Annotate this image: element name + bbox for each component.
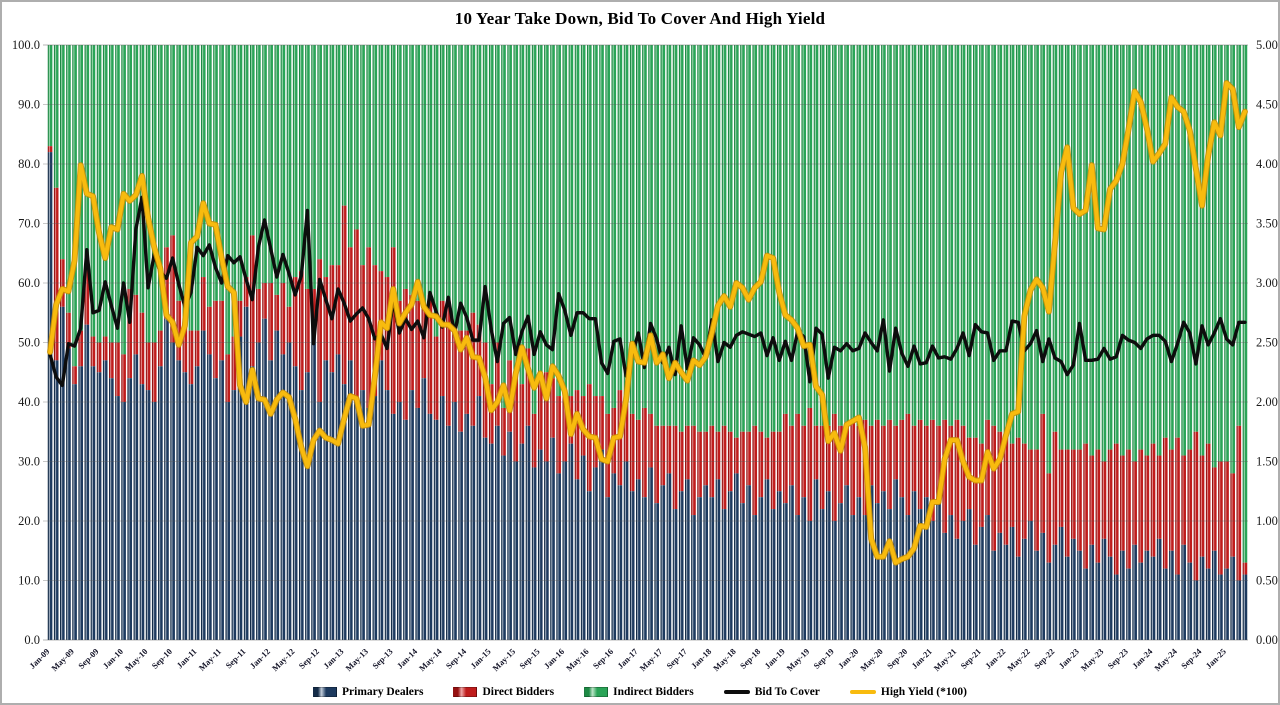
svg-text:5.00: 5.00 bbox=[1256, 38, 1278, 52]
legend-item-direct-bidders: Direct Bidders bbox=[453, 686, 554, 698]
svg-text:Jan-15: Jan-15 bbox=[468, 646, 492, 670]
svg-text:4.50: 4.50 bbox=[1256, 98, 1278, 112]
legend-item-primary-dealers: Primary Dealers bbox=[313, 686, 423, 698]
svg-text:May-23: May-23 bbox=[1079, 646, 1106, 673]
bid-to-cover-line-swatch-icon bbox=[723, 689, 750, 695]
svg-text:1.50: 1.50 bbox=[1256, 455, 1278, 469]
svg-text:Sep-24: Sep-24 bbox=[1179, 646, 1204, 671]
svg-text:2.50: 2.50 bbox=[1256, 336, 1278, 350]
svg-text:Sep-16: Sep-16 bbox=[591, 646, 615, 670]
svg-text:May-13: May-13 bbox=[343, 646, 370, 673]
svg-text:Jan-18: Jan-18 bbox=[689, 646, 713, 670]
svg-text:Jan-20: Jan-20 bbox=[836, 646, 860, 670]
svg-text:Jan-10: Jan-10 bbox=[101, 646, 125, 670]
svg-text:50.0: 50.0 bbox=[18, 336, 40, 350]
svg-text:Jan-25: Jan-25 bbox=[1204, 646, 1228, 670]
legend-label: High Yield (*100) bbox=[880, 686, 967, 698]
legend-item-indirect-bidders: Indirect Bidders bbox=[584, 686, 694, 698]
chart-legend: Primary Dealers Direct Bidders Indirect … bbox=[2, 686, 1278, 698]
legend-label: Direct Bidders bbox=[482, 686, 555, 698]
svg-text:Sep-22: Sep-22 bbox=[1032, 646, 1056, 670]
svg-text:20.0: 20.0 bbox=[18, 514, 40, 528]
svg-text:3.00: 3.00 bbox=[1256, 276, 1278, 290]
svg-text:Jan-19: Jan-19 bbox=[762, 646, 786, 670]
chart-title: 10 Year Take Down, Bid To Cover And High… bbox=[454, 9, 826, 28]
legend-item-high-yield: High Yield (*100) bbox=[849, 686, 967, 698]
svg-text:May-14: May-14 bbox=[417, 646, 444, 673]
svg-text:Jan-12: Jan-12 bbox=[248, 646, 272, 670]
svg-text:May-18: May-18 bbox=[711, 646, 738, 673]
svg-text:Jan-17: Jan-17 bbox=[615, 646, 640, 671]
svg-text:May-21: May-21 bbox=[932, 646, 959, 673]
svg-text:May-22: May-22 bbox=[1005, 646, 1032, 673]
svg-text:Sep-17: Sep-17 bbox=[664, 646, 689, 671]
svg-text:Sep-18: Sep-18 bbox=[738, 646, 762, 670]
svg-text:Sep-19: Sep-19 bbox=[811, 646, 835, 670]
svg-text:Sep-15: Sep-15 bbox=[517, 646, 541, 670]
svg-text:4.00: 4.00 bbox=[1256, 157, 1278, 171]
svg-text:80.0: 80.0 bbox=[18, 157, 40, 171]
svg-text:90.0: 90.0 bbox=[18, 98, 40, 112]
svg-text:40.0: 40.0 bbox=[18, 395, 40, 409]
svg-text:70.0: 70.0 bbox=[18, 217, 40, 231]
svg-text:Sep-12: Sep-12 bbox=[297, 646, 321, 670]
svg-text:May-20: May-20 bbox=[858, 646, 885, 673]
svg-text:Jan-14: Jan-14 bbox=[395, 646, 420, 671]
svg-text:3.50: 3.50 bbox=[1256, 217, 1278, 231]
svg-text:Jan-16: Jan-16 bbox=[542, 646, 566, 670]
legend-item-bid-to-cover: Bid To Cover bbox=[723, 686, 820, 698]
svg-text:May-16: May-16 bbox=[564, 646, 591, 673]
svg-text:Sep-13: Sep-13 bbox=[370, 646, 394, 670]
svg-text:Jan-22: Jan-22 bbox=[983, 646, 1007, 670]
legend-label: Primary Dealers bbox=[342, 686, 424, 698]
direct-bidders-swatch-icon bbox=[453, 687, 478, 697]
svg-text:Sep-14: Sep-14 bbox=[444, 646, 469, 671]
svg-text:0.50: 0.50 bbox=[1256, 574, 1278, 588]
indirect-bidders-swatch-icon bbox=[584, 687, 609, 697]
svg-text:Sep-09: Sep-09 bbox=[76, 646, 100, 670]
svg-text:May-24: May-24 bbox=[1152, 646, 1179, 673]
svg-text:Jan-13: Jan-13 bbox=[321, 646, 345, 670]
svg-text:10.0: 10.0 bbox=[18, 574, 40, 588]
svg-text:1.00: 1.00 bbox=[1256, 514, 1278, 528]
svg-text:May-19: May-19 bbox=[785, 646, 812, 673]
svg-text:0.00: 0.00 bbox=[1256, 633, 1278, 647]
svg-text:Sep-20: Sep-20 bbox=[885, 646, 909, 670]
svg-text:May-12: May-12 bbox=[270, 646, 297, 673]
svg-text:Jan-21: Jan-21 bbox=[909, 646, 933, 670]
svg-text:30.0: 30.0 bbox=[18, 455, 40, 469]
svg-text:Jan-11: Jan-11 bbox=[174, 646, 198, 670]
high-yield-line-swatch-icon bbox=[849, 689, 876, 695]
svg-text:Jan-23: Jan-23 bbox=[1056, 646, 1080, 670]
svg-text:May-11: May-11 bbox=[197, 646, 223, 672]
svg-text:Sep-23: Sep-23 bbox=[1105, 646, 1129, 670]
svg-text:Sep-21: Sep-21 bbox=[958, 646, 982, 670]
svg-text:May-10: May-10 bbox=[123, 646, 150, 673]
svg-text:Sep-11: Sep-11 bbox=[223, 646, 247, 670]
legend-label: Bid To Cover bbox=[754, 686, 820, 698]
svg-text:Sep-10: Sep-10 bbox=[150, 646, 174, 670]
svg-text:May-15: May-15 bbox=[490, 646, 517, 673]
primary-dealers-swatch-icon bbox=[313, 687, 338, 697]
svg-text:Jan-24: Jan-24 bbox=[1130, 646, 1155, 671]
svg-text:2.00: 2.00 bbox=[1256, 395, 1278, 409]
svg-text:0.0: 0.0 bbox=[24, 633, 40, 647]
svg-text:Jan-09: Jan-09 bbox=[27, 646, 51, 670]
legend-label: Indirect Bidders bbox=[613, 686, 694, 698]
svg-text:May-09: May-09 bbox=[49, 646, 76, 673]
svg-text:100.0: 100.0 bbox=[12, 38, 40, 52]
svg-text:May-17: May-17 bbox=[637, 646, 664, 673]
svg-text:60.0: 60.0 bbox=[18, 276, 40, 290]
